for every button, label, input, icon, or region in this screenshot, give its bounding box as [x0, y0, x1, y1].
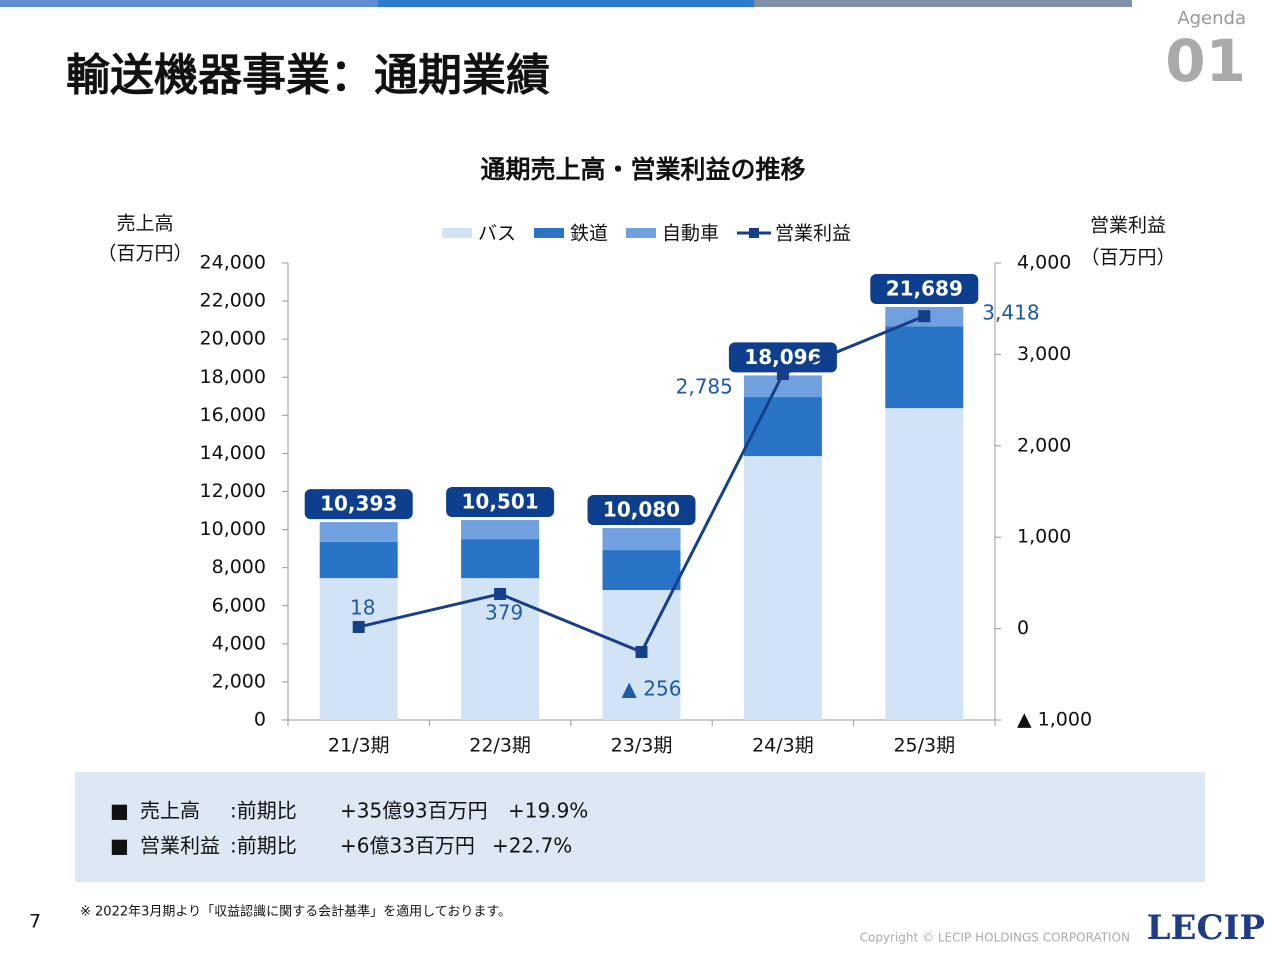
x-tick-label: 23/3期 — [611, 735, 673, 757]
summary-box — [75, 772, 1205, 882]
y-tick-label: 12,000 — [200, 480, 266, 502]
y2-tick-label: 4,000 — [1017, 252, 1071, 274]
bar-segment — [743, 375, 822, 398]
line-point — [776, 368, 789, 381]
line-point — [918, 310, 931, 323]
top-band — [0, 0, 378, 7]
logo: LECIP — [1147, 908, 1265, 948]
line-value-label: 2,785 — [676, 375, 733, 399]
bar-segment — [885, 408, 964, 720]
x-tick-label: 24/3期 — [752, 735, 814, 757]
x-tick-label: 21/3期 — [328, 735, 390, 757]
copyright: Copyright © LECIP HOLDINGS CORPORATION — [860, 931, 1130, 945]
legend-swatch — [442, 228, 472, 238]
y2-axis-label: 営業利益 — [1090, 215, 1166, 237]
summary-cell: :前期比 — [230, 834, 297, 858]
y2-tick-label: ▲ 1,000 — [1017, 709, 1092, 731]
y2-tick-label: 3,000 — [1017, 343, 1071, 365]
y-tick-label: 0 — [254, 709, 266, 731]
legend-marker — [749, 228, 759, 238]
bar-segment — [319, 578, 398, 720]
line-point — [494, 587, 507, 600]
legend-label: 鉄道 — [570, 223, 608, 245]
total-label-box — [728, 342, 837, 373]
bar-segment — [602, 550, 681, 591]
line-value-label: ▲ 256 — [622, 676, 682, 700]
total-label: 21,689 — [886, 277, 963, 301]
summary-cell: 営業利益 — [140, 834, 220, 858]
bar-segment — [885, 326, 964, 409]
y-tick-label: 22,000 — [200, 290, 266, 312]
slide-title: 輸送機器事業：通期業績 — [66, 50, 550, 101]
legend-swatch — [534, 228, 564, 238]
summary-cell: +35億93百万円 — [340, 799, 488, 823]
total-label: 10,080 — [603, 498, 680, 522]
legend-label: 営業利益 — [775, 223, 851, 245]
top-band — [754, 0, 1132, 7]
legend-label: 自動車 — [662, 223, 719, 245]
y-tick-label: 4,000 — [212, 632, 266, 654]
footnote: ※ 2022年3月期より「収益認識に関する会計基準」を適用しております。 — [80, 904, 511, 920]
line-value-label: 18 — [350, 595, 375, 619]
bar-segment — [743, 456, 822, 720]
y2-axis-unit: （百万円） — [1080, 247, 1175, 269]
bar-segment — [461, 578, 540, 720]
agenda: Agenda — [1177, 8, 1246, 29]
y2-tick-label: 0 — [1017, 617, 1029, 639]
x-tick-label: 22/3期 — [469, 735, 531, 757]
summary-cell: +19.9% — [508, 799, 588, 823]
summary-cell: :前期比 — [230, 799, 297, 823]
y2-tick-label: 2,000 — [1017, 434, 1071, 456]
agenda-number: 01 — [1165, 27, 1246, 95]
y2-tick-label: 1,000 — [1017, 526, 1071, 548]
line-value-label: 379 — [485, 600, 523, 624]
legend-swatch — [626, 228, 656, 238]
top-band — [378, 0, 754, 7]
total-label-box — [446, 487, 555, 518]
y-tick-label: 18,000 — [200, 366, 266, 388]
summary-cell: ■ — [110, 834, 129, 858]
y-tick-label: 8,000 — [212, 556, 266, 578]
x-tick-label: 25/3期 — [893, 735, 955, 757]
line-point — [635, 645, 648, 658]
total-label: 10,393 — [320, 492, 397, 516]
y-axis-label: 売上高 — [116, 213, 173, 235]
y-axis-unit: （百万円） — [97, 243, 192, 265]
page-number: 7 — [29, 911, 41, 933]
bar-segment — [461, 539, 540, 579]
summary-cell: ■ — [110, 799, 129, 823]
y-tick-label: 10,000 — [200, 518, 266, 540]
bar-segment — [319, 522, 398, 542]
y-tick-label: 20,000 — [200, 328, 266, 350]
total-label: 18,096 — [744, 345, 821, 369]
bar-segment — [461, 520, 540, 540]
line-value-label: 3,418 — [982, 301, 1039, 325]
y-tick-label: 6,000 — [212, 594, 266, 616]
total-label: 10,501 — [462, 490, 539, 514]
bar-segment — [602, 528, 681, 551]
y-tick-label: 2,000 — [212, 670, 266, 692]
y-tick-label: 24,000 — [200, 252, 266, 274]
chart-title: 通期売上高・営業利益の推移 — [480, 155, 805, 184]
y-tick-label: 14,000 — [200, 442, 266, 464]
y-tick-label: 16,000 — [200, 404, 266, 426]
line-point — [352, 620, 365, 633]
legend-label: バス — [478, 223, 516, 245]
summary-cell: 売上高 — [140, 799, 200, 823]
total-label-box — [587, 495, 696, 526]
total-label-box — [870, 274, 979, 305]
summary-cell: +6億33百万円 — [340, 834, 475, 858]
total-label-box — [304, 489, 413, 520]
bar-segment — [319, 541, 398, 579]
summary-cell: +22.7% — [492, 834, 572, 858]
